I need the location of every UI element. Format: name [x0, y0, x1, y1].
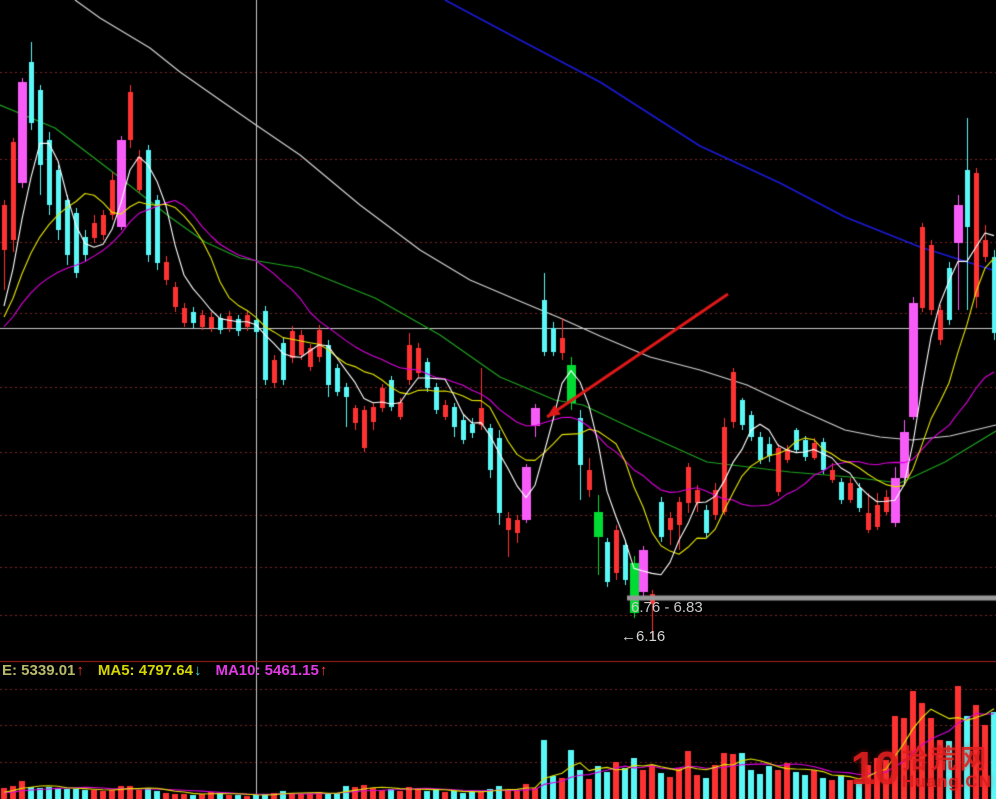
down-arrow-icon: ↓ — [193, 662, 202, 679]
indicator-value: MA5: 4797.64 ↓ — [97, 662, 202, 679]
up-arrow-icon: ↑ — [76, 662, 84, 679]
up-arrow-icon: ↑ — [319, 662, 328, 679]
indicator-status-bar[interactable]: E: 5339.01 ↑ MA5: 4797.64 ↓ MA10: 5461.15 ↑ — [2, 662, 327, 679]
indicator-value: MA10: 5461.15 ↑ — [215, 662, 328, 679]
indicator-value: E: 5339.01 ↑ — [2, 662, 84, 679]
